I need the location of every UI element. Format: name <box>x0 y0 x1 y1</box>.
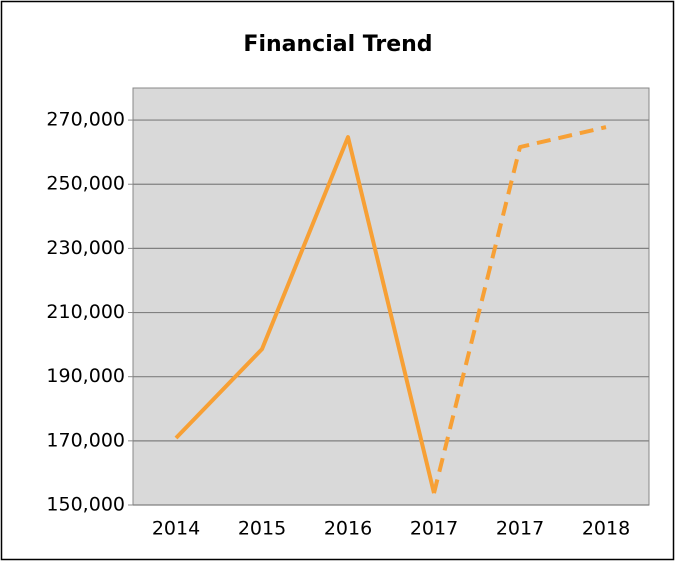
x-tick-label: 2015 <box>238 518 286 540</box>
series-line <box>432 125 607 494</box>
series-line <box>174 135 436 494</box>
y-tick-label: 250,000 <box>46 173 125 195</box>
x-tick-label: 2017 <box>410 518 458 540</box>
chart-title: Financial Trend <box>243 32 432 57</box>
y-tick-label: 210,000 <box>46 301 125 323</box>
x-tick-label: 2018 <box>582 518 630 540</box>
x-tick-label: 2014 <box>152 518 200 540</box>
plot-area <box>132 87 650 506</box>
y-tick-label: 190,000 <box>46 365 125 387</box>
y-tick-label: 150,000 <box>46 494 125 516</box>
x-tick-label: 2016 <box>324 518 372 540</box>
y-tick-label: 170,000 <box>46 429 125 451</box>
y-tick-label: 230,000 <box>46 237 125 259</box>
y-tick-label: 270,000 <box>46 109 125 131</box>
x-tick-label: 2017 <box>496 518 544 540</box>
